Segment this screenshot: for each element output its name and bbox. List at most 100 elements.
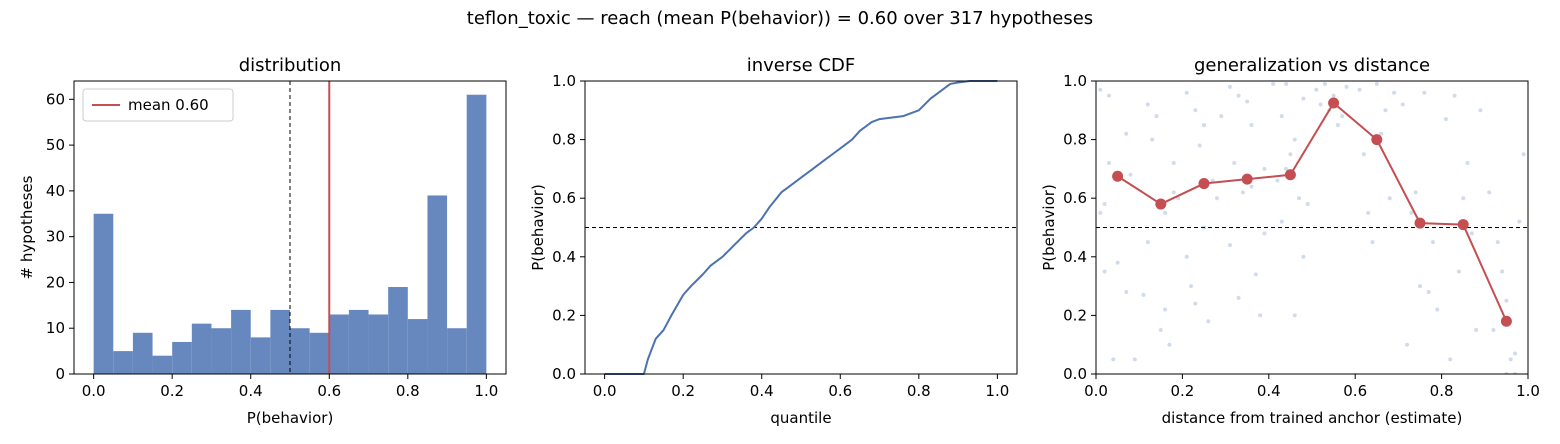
y-tick-label: 0.8 bbox=[1063, 131, 1087, 149]
binned-mean-marker bbox=[1457, 219, 1469, 231]
histogram-bar bbox=[270, 309, 290, 374]
y-tick-label: 30 bbox=[46, 228, 65, 246]
scatter-point bbox=[1098, 210, 1103, 215]
scatter-point bbox=[1383, 108, 1388, 113]
scatter-point bbox=[1206, 319, 1211, 324]
scatter-point bbox=[1301, 96, 1306, 101]
scatter-point bbox=[1145, 240, 1150, 245]
figure-suptitle: teflon_toxic — reach (mean P(behavior)) … bbox=[467, 8, 1093, 29]
scatter-point bbox=[1184, 90, 1189, 95]
x-tick-label: 0.4 bbox=[1257, 382, 1281, 400]
scatter-point bbox=[1452, 93, 1457, 98]
scatter-point bbox=[1227, 243, 1232, 248]
legend: mean 0.60 bbox=[82, 88, 234, 122]
histogram-bar bbox=[329, 314, 349, 374]
scatter-point bbox=[1422, 90, 1427, 95]
scatter-point bbox=[1171, 161, 1176, 166]
histogram-bar bbox=[427, 195, 448, 374]
scatter-point bbox=[1491, 328, 1496, 333]
histogram-bar bbox=[132, 332, 153, 374]
scatter-point bbox=[1202, 122, 1206, 127]
scatter-point bbox=[1106, 161, 1111, 166]
y-tick-label: 20 bbox=[46, 273, 65, 291]
plot-area bbox=[585, 80, 1017, 375]
scatter-point bbox=[1262, 166, 1267, 171]
y-tick-label: 0.2 bbox=[1063, 306, 1087, 324]
x-tick-label: 0.4 bbox=[750, 382, 774, 400]
y-axis-label: # hypotheses bbox=[18, 175, 36, 279]
scatter-point bbox=[1141, 292, 1146, 297]
y-tick-label: 0.4 bbox=[552, 248, 576, 266]
scatter-point bbox=[1405, 342, 1410, 347]
histogram-bar bbox=[172, 341, 192, 374]
y-tick-label: 0.6 bbox=[1063, 189, 1087, 207]
histogram-bar bbox=[191, 323, 212, 374]
scatter-point bbox=[1249, 122, 1254, 127]
x-tick-label: 0.6 bbox=[828, 382, 852, 400]
scatter-point bbox=[1314, 87, 1319, 92]
scatter-point bbox=[1236, 93, 1241, 98]
scatter-point bbox=[1292, 137, 1297, 142]
scatter-point bbox=[1443, 117, 1448, 122]
scatter-point bbox=[1132, 357, 1137, 362]
scatter-point bbox=[1124, 131, 1129, 136]
y-tick-label: 0.0 bbox=[1063, 365, 1087, 383]
y-axis-label: P(behavior) bbox=[1040, 184, 1058, 271]
histogram-bar bbox=[388, 287, 408, 374]
histogram-bar bbox=[407, 319, 428, 374]
scatter-point bbox=[1340, 114, 1345, 119]
scatter-point bbox=[1517, 219, 1522, 224]
scatter-point bbox=[1184, 254, 1189, 259]
histogram-bar bbox=[290, 328, 310, 374]
inverse-cdf-line bbox=[604, 80, 998, 375]
y-axis-label: P(behavior) bbox=[529, 184, 547, 271]
scatter-point bbox=[1275, 178, 1280, 183]
y-tick-label: 0 bbox=[55, 365, 65, 383]
scatter-point bbox=[1111, 357, 1116, 362]
x-tick-label: 0.2 bbox=[160, 382, 184, 400]
scatter-point bbox=[1271, 81, 1276, 86]
scatter-point bbox=[1322, 81, 1327, 86]
y-tick-label: 0.8 bbox=[552, 131, 576, 149]
x-tick-label: 0.0 bbox=[593, 382, 617, 400]
binned-mean-marker bbox=[1500, 315, 1512, 327]
x-axis-label: quantile bbox=[770, 409, 831, 427]
x-tick-label: 0.6 bbox=[1343, 382, 1367, 400]
scatter-point bbox=[1098, 87, 1103, 92]
scatter-point bbox=[1227, 84, 1232, 89]
scatter-point bbox=[1504, 298, 1509, 303]
scatter-point bbox=[1435, 307, 1440, 312]
binned-mean-marker bbox=[1284, 169, 1296, 181]
x-tick-label: 0.0 bbox=[82, 382, 106, 400]
scatter-point bbox=[1508, 357, 1513, 362]
binned-mean-marker bbox=[1414, 217, 1426, 229]
scatter-point bbox=[1387, 196, 1392, 201]
binned-mean-marker bbox=[1371, 134, 1383, 146]
histogram-bar bbox=[93, 213, 114, 374]
scatter-point bbox=[1469, 231, 1474, 236]
scatter-point bbox=[1344, 84, 1349, 89]
binned-mean-marker bbox=[1155, 198, 1167, 210]
y-tick-label: 0.0 bbox=[552, 365, 576, 383]
scatter-point bbox=[1258, 313, 1263, 318]
histogram-bar bbox=[368, 314, 389, 374]
axes-title: inverse CDF bbox=[747, 55, 856, 76]
axes-frame bbox=[1095, 80, 1529, 375]
scatter-point bbox=[1301, 254, 1306, 259]
scatter-point bbox=[1379, 131, 1384, 136]
y-tick-label: 10 bbox=[46, 319, 65, 337]
x-tick-label: 1.0 bbox=[985, 382, 1009, 400]
scatter-point bbox=[1106, 93, 1111, 98]
scatter-point bbox=[1171, 190, 1176, 195]
scatter-point bbox=[1240, 190, 1245, 195]
panel-distribution: distribution P(behavior) # hypotheses 0.0 0.… bbox=[18, 55, 507, 427]
scatter-point bbox=[1284, 166, 1289, 171]
binned-mean-marker bbox=[1112, 170, 1124, 182]
x-tick-label: 0.2 bbox=[1170, 382, 1194, 400]
scatter-point bbox=[1288, 152, 1293, 157]
y-tick-label: 1.0 bbox=[1063, 72, 1087, 90]
scatter-point bbox=[1163, 210, 1168, 215]
x-axis-label: P(behavior) bbox=[247, 409, 334, 427]
scatter-point bbox=[1413, 190, 1418, 195]
